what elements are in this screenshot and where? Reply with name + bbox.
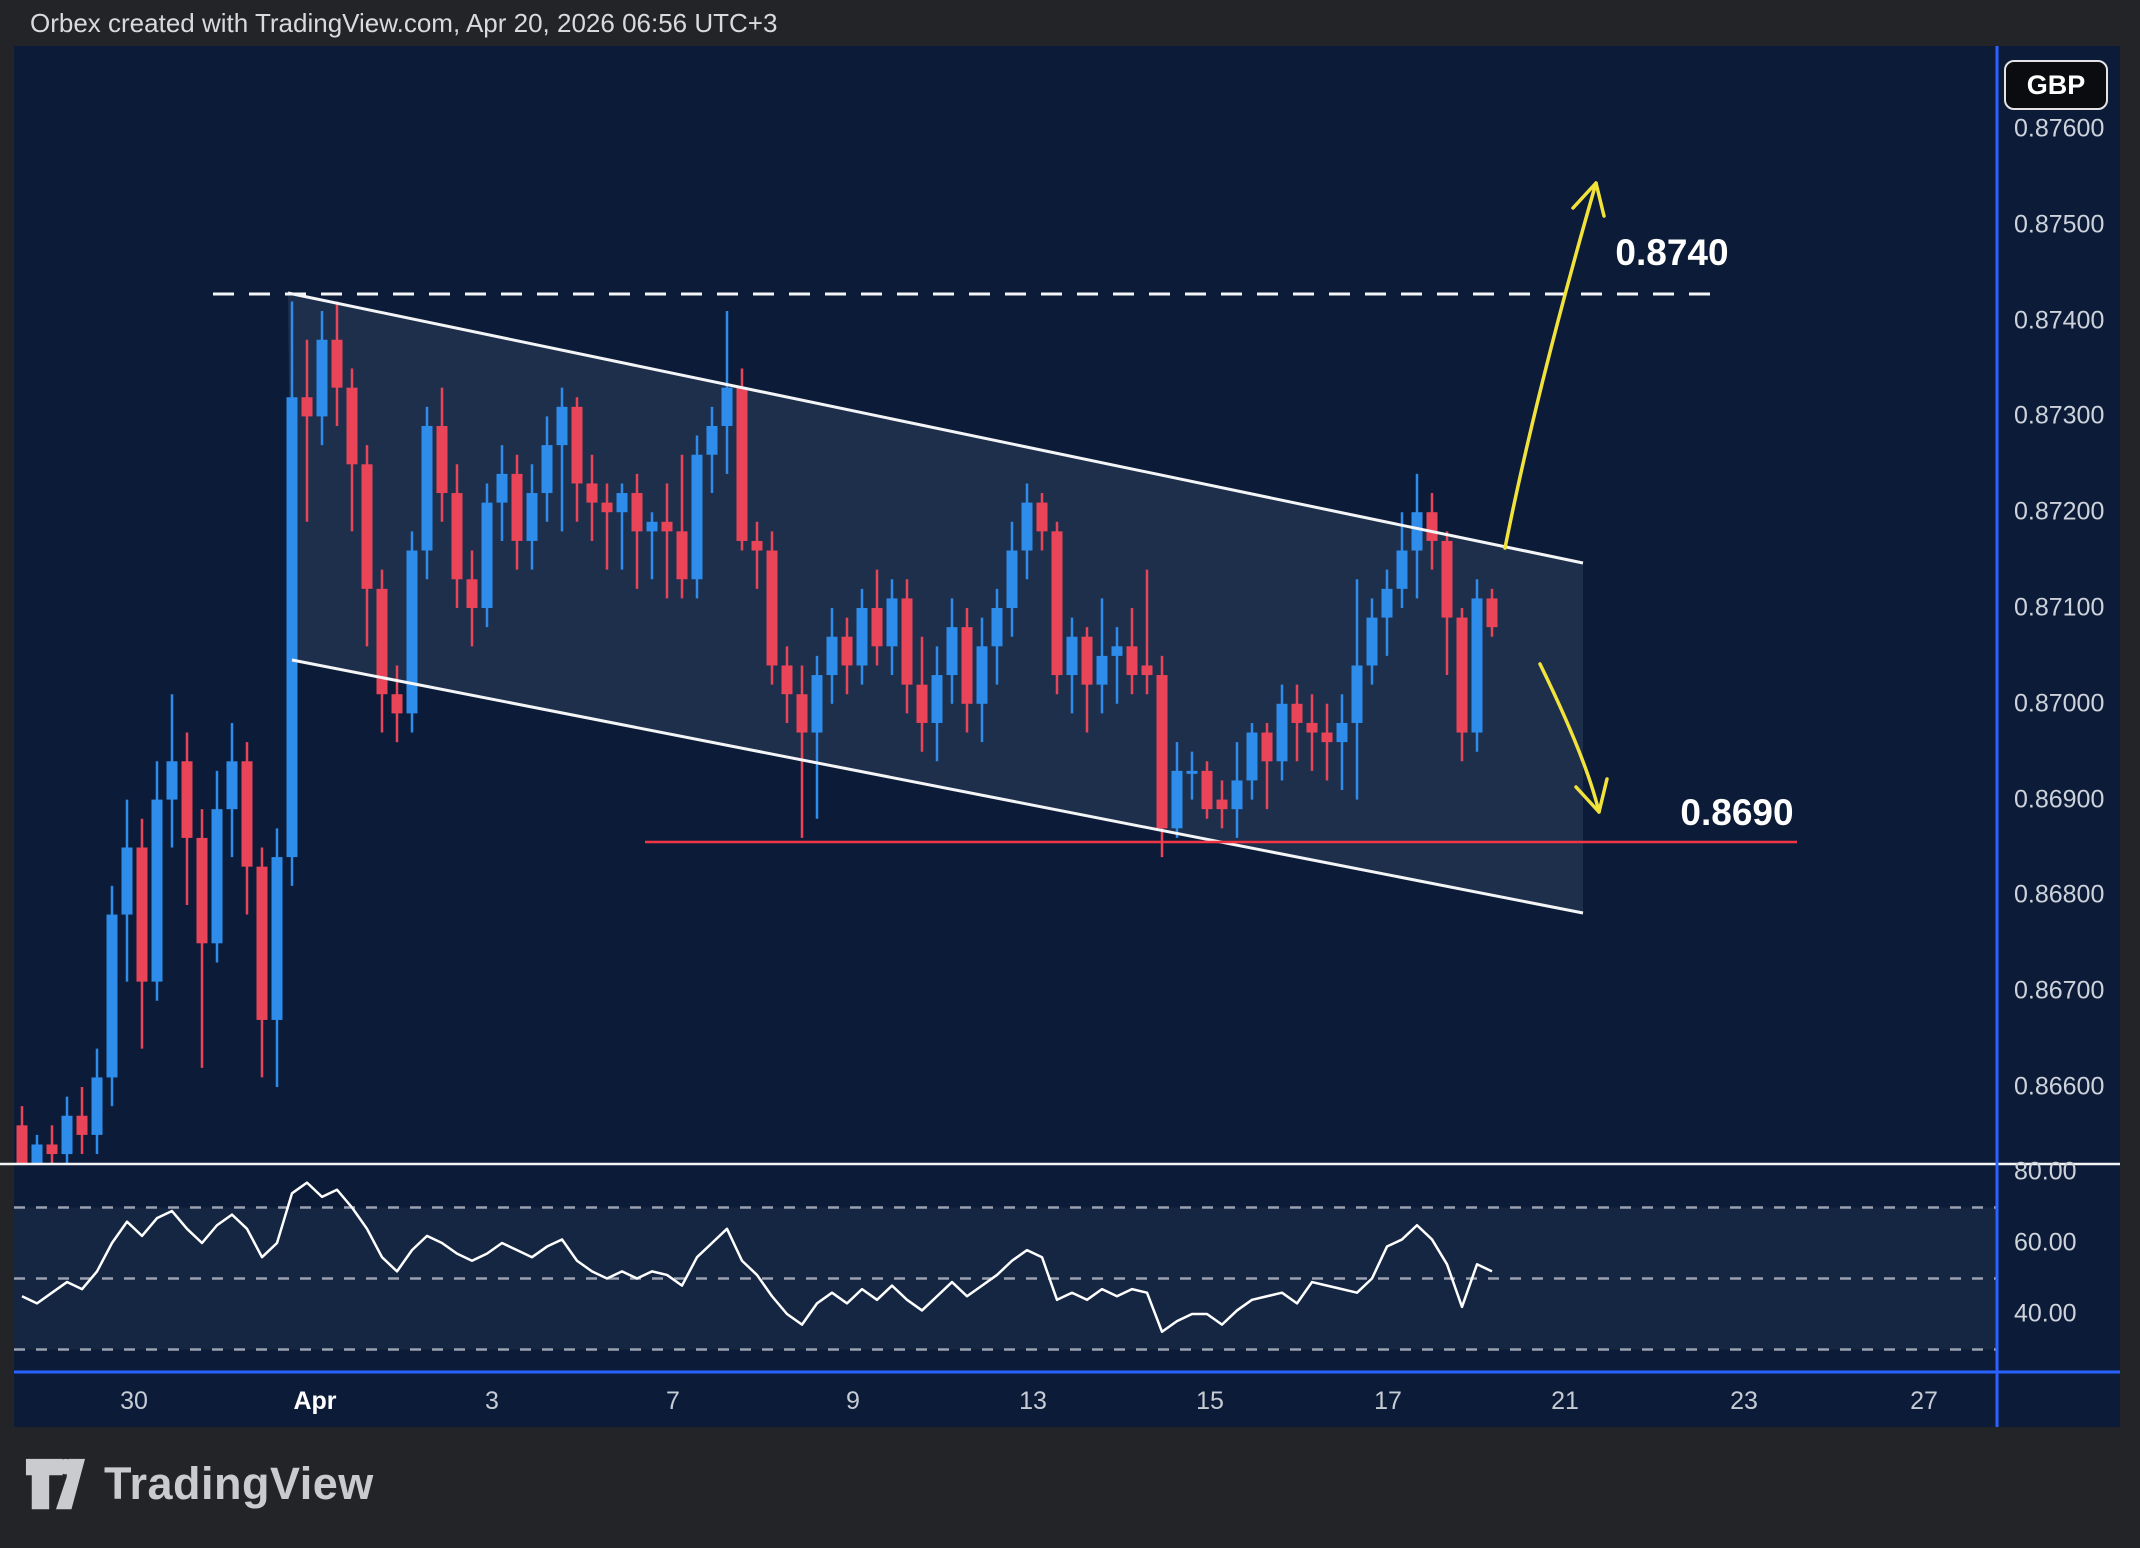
scenario-arrow-up (1503, 181, 1598, 550)
currency-badge[interactable]: GBP (2004, 60, 2108, 110)
rsi-line (21, 1181, 1493, 1333)
candles (16, 301, 1498, 1164)
resistance-price-label[interactable]: 0.8740 (1615, 232, 1729, 273)
tradingview-logo-icon (25, 1458, 86, 1510)
tradingview-logo[interactable]: TradingView (24, 1456, 374, 1512)
attribution-bar: Orbex created with TradingView.com, Apr … (0, 0, 2140, 46)
attribution-text: Orbex created with TradingView.com, Apr … (30, 7, 778, 38)
scenario-arrow-down (1538, 662, 1601, 814)
tradingview-logo-text: TradingView (104, 1458, 374, 1509)
support-price-label[interactable]: 0.8690 (1680, 792, 1794, 833)
